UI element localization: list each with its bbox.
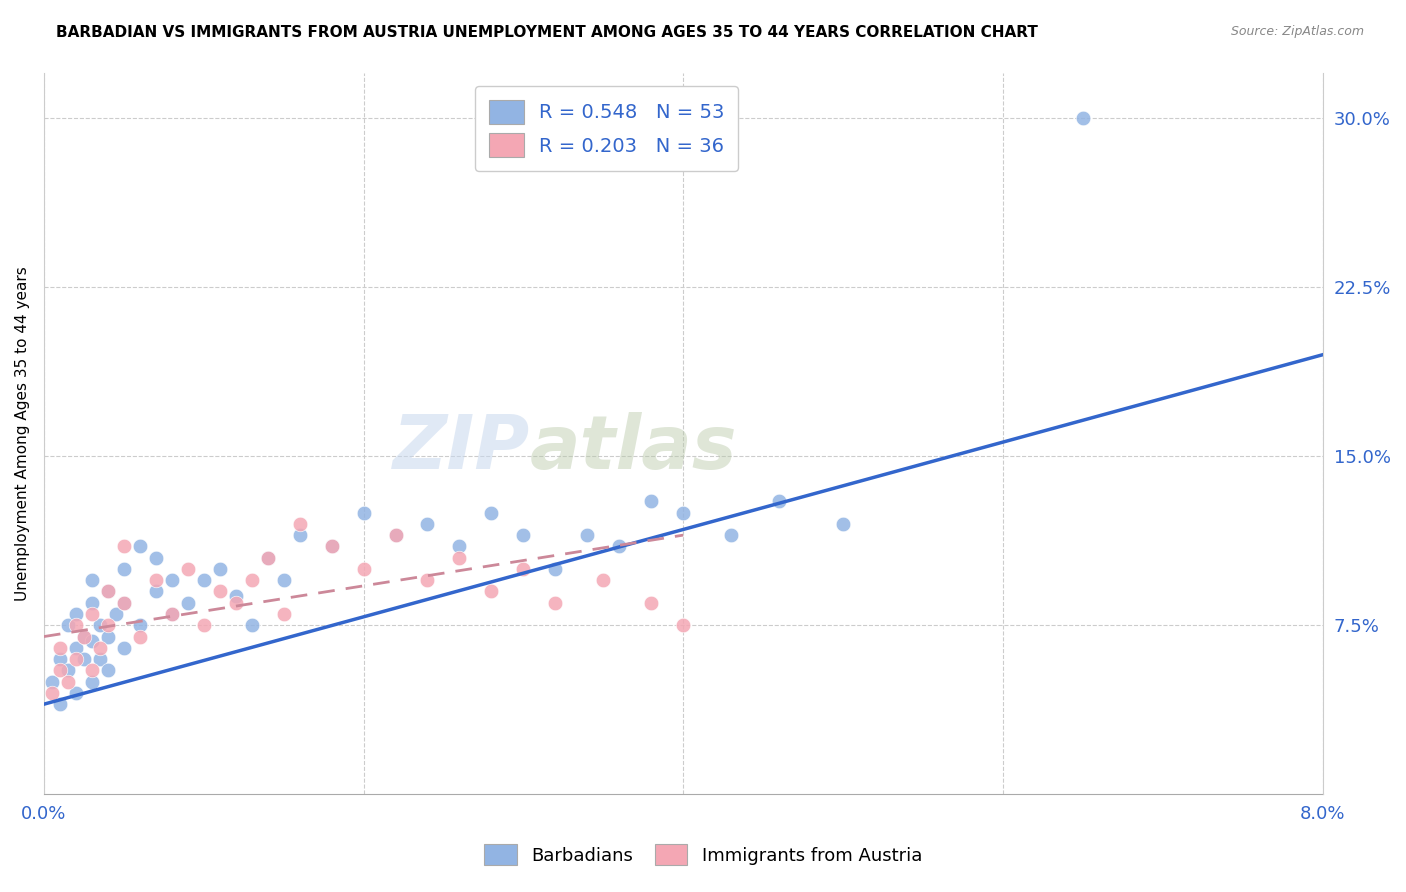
Point [97, 584, 120, 599]
Point [112, 596, 135, 610]
Point [720, 528, 742, 542]
Point [80, 664, 103, 678]
Point [128, 618, 150, 632]
Point [65, 640, 87, 655]
Point [145, 573, 167, 587]
Point [128, 540, 150, 554]
Point [41, 674, 63, 689]
Point [89, 640, 111, 655]
Point [225, 596, 247, 610]
Point [576, 528, 599, 542]
Point [208, 562, 231, 576]
Point [177, 562, 200, 576]
Point [49, 640, 72, 655]
Point [640, 494, 662, 508]
Point [104, 607, 127, 621]
Point [672, 618, 695, 632]
Point [97, 630, 120, 644]
Point [416, 516, 439, 531]
Point [321, 540, 343, 554]
Point [544, 596, 567, 610]
Point [240, 573, 263, 587]
Point [65, 607, 87, 621]
Point [353, 562, 375, 576]
Point [80, 596, 103, 610]
Point [49, 697, 72, 711]
Point [160, 573, 183, 587]
Point [73, 630, 96, 644]
Point [353, 506, 375, 520]
Point [256, 550, 278, 565]
Point [416, 573, 439, 587]
Point [481, 584, 503, 599]
Point [89, 652, 111, 666]
Point [240, 618, 263, 632]
Point [273, 573, 295, 587]
Point [56, 618, 79, 632]
Point [80, 573, 103, 587]
Point [384, 528, 406, 542]
Point [80, 607, 103, 621]
Point [89, 618, 111, 632]
Point [112, 540, 135, 554]
Point [449, 550, 471, 565]
Point [1071, 111, 1094, 125]
Point [544, 562, 567, 576]
Point [112, 640, 135, 655]
Text: ZIP: ZIP [392, 411, 530, 484]
Point [56, 664, 79, 678]
Point [97, 584, 120, 599]
Text: BARBADIAN VS IMMIGRANTS FROM AUSTRIA UNEMPLOYMENT AMONG AGES 35 TO 44 YEARS CORR: BARBADIAN VS IMMIGRANTS FROM AUSTRIA UNE… [56, 25, 1038, 40]
Text: atlas: atlas [530, 411, 737, 484]
Point [672, 506, 695, 520]
Point [160, 607, 183, 621]
Point [193, 573, 215, 587]
Point [160, 607, 183, 621]
Point [640, 596, 662, 610]
Point [177, 596, 200, 610]
Point [112, 562, 135, 576]
Point [128, 630, 150, 644]
Point [384, 528, 406, 542]
Point [832, 516, 855, 531]
Point [65, 618, 87, 632]
Point [449, 540, 471, 554]
Point [65, 686, 87, 700]
Point [225, 589, 247, 603]
Point [193, 618, 215, 632]
Legend: R = 0.548   N = 53, R = 0.203   N = 36: R = 0.548 N = 53, R = 0.203 N = 36 [475, 87, 738, 170]
Point [768, 494, 790, 508]
Point [321, 540, 343, 554]
Legend: Barbadians, Immigrants from Austria: Barbadians, Immigrants from Austria [477, 837, 929, 872]
Point [80, 674, 103, 689]
Point [208, 584, 231, 599]
Point [49, 652, 72, 666]
Point [112, 596, 135, 610]
Text: Source: ZipAtlas.com: Source: ZipAtlas.com [1230, 25, 1364, 38]
Point [288, 528, 311, 542]
Point [56, 674, 79, 689]
Point [65, 652, 87, 666]
Point [592, 573, 614, 587]
Point [41, 686, 63, 700]
Point [273, 607, 295, 621]
Point [97, 618, 120, 632]
Point [97, 664, 120, 678]
Point [49, 664, 72, 678]
Point [73, 652, 96, 666]
Point [512, 528, 534, 542]
Y-axis label: Unemployment Among Ages 35 to 44 years: Unemployment Among Ages 35 to 44 years [15, 267, 30, 601]
Point [288, 516, 311, 531]
Point [73, 630, 96, 644]
Point [145, 584, 167, 599]
Point [80, 634, 103, 648]
Point [145, 550, 167, 565]
Point [512, 562, 534, 576]
Point [607, 540, 630, 554]
Point [481, 506, 503, 520]
Point [256, 550, 278, 565]
